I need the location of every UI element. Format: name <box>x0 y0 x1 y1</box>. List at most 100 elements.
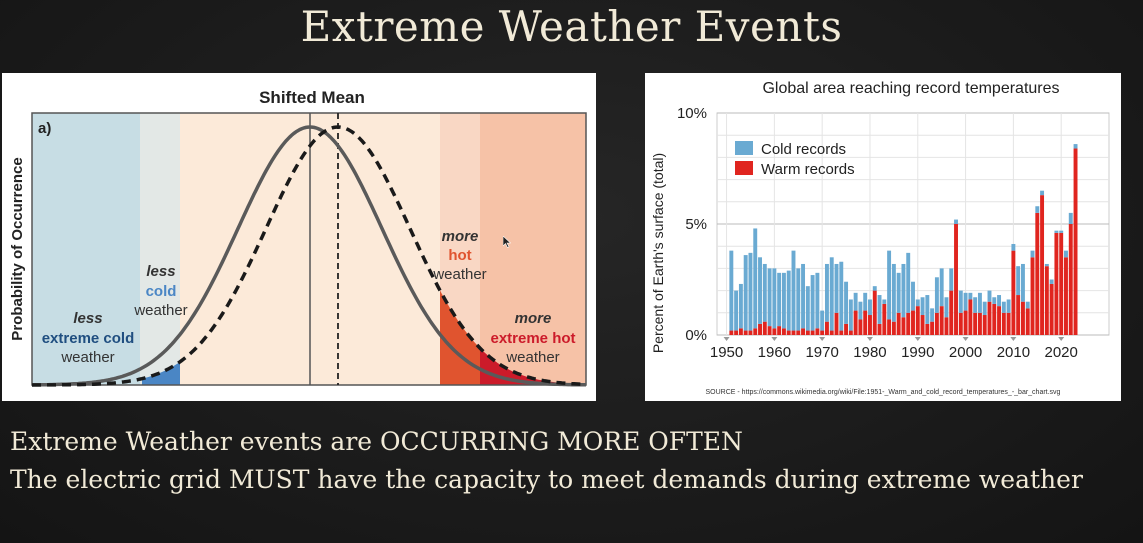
bar-warm-1975 <box>844 323 849 335</box>
mouse-pointer-icon <box>503 236 511 248</box>
bar-cold-1985 <box>891 263 896 322</box>
bar-cold-1955 <box>748 252 753 331</box>
x-tick-mark <box>723 337 730 341</box>
bar-cold-1968 <box>810 275 815 331</box>
bar-warm-1989 <box>911 310 915 335</box>
y-tick-label: 10% <box>677 105 707 122</box>
legend-label-warm: Warm records <box>761 161 855 178</box>
legend-label-cold: Cold records <box>761 141 846 158</box>
bar-cold-1956 <box>753 228 758 329</box>
bar-warm-2016 <box>1040 195 1045 335</box>
bar-cold-2015 <box>1035 206 1040 213</box>
bar-cold-2000 <box>963 292 968 311</box>
bar-warm-1999 <box>958 312 963 335</box>
bar-warm-1985 <box>891 321 896 335</box>
bar-warm-1959 <box>767 326 772 335</box>
bar-cold-1966 <box>801 263 806 329</box>
bar-cold-1954 <box>743 255 748 331</box>
label-less-extreme-cold-3: weather <box>60 349 114 366</box>
label-less-cold-2: cold <box>146 283 177 300</box>
plot-frame <box>31 112 587 386</box>
bar-warm-2022 <box>1068 224 1073 335</box>
bar-warm-2014 <box>1030 257 1035 335</box>
bar-warm-2008 <box>1001 312 1006 335</box>
bar-warm-2002 <box>973 312 978 335</box>
bar-cold-1979 <box>863 292 868 311</box>
bar-warm-1982 <box>877 323 882 335</box>
bar-warm-1973 <box>834 312 839 335</box>
bar-cold-2006 <box>992 297 997 304</box>
bar-cold-1997 <box>949 268 954 291</box>
bar-warm-2001 <box>968 299 973 335</box>
bar-cold-1965 <box>796 268 801 331</box>
bar-cold-2002 <box>973 297 978 313</box>
bar-warm-2017 <box>1044 266 1049 335</box>
x-tick-label: 2020 <box>1045 344 1078 361</box>
bar-warm-2011 <box>1016 295 1021 335</box>
bar-warm-1960 <box>772 328 777 335</box>
bar-cold-2010 <box>1011 243 1016 251</box>
bar-warm-1964 <box>791 330 796 335</box>
label-more-extreme-hot-2: extreme hot <box>490 330 575 347</box>
bar-cold-1980 <box>868 299 872 316</box>
bar-cold-2020 <box>1059 230 1064 233</box>
tick-labels: 0% 5% 10% 1950 1960 1970 1980 1990 2000 2010 2020 <box>677 105 1078 361</box>
bar-cold-1983 <box>882 299 887 304</box>
panel-label: a) <box>38 120 51 137</box>
slide-title: Extreme Weather Events <box>300 2 843 51</box>
bar-warm-1994 <box>934 312 939 335</box>
bar-warm-1993 <box>930 321 935 335</box>
bar-cold-1952 <box>734 290 739 331</box>
bar-warm-1988 <box>906 312 911 335</box>
shifted-distribution-curve <box>32 125 587 387</box>
bar-cold-1981 <box>872 286 877 291</box>
bar-warm-1984 <box>887 319 892 335</box>
label-less-extreme-cold-1: less <box>73 310 102 327</box>
bar-warm-1997 <box>949 290 954 335</box>
y-axis-label: Probability of Occurrence <box>9 157 26 340</box>
label-more-hot-3: weather <box>432 266 486 283</box>
bar-cold-1970 <box>820 310 825 331</box>
bar-warm-1996 <box>944 317 949 335</box>
bar-cold-1993 <box>930 308 935 322</box>
bar-warm-2009 <box>1006 312 1011 335</box>
bar-warm-1983 <box>882 303 887 335</box>
bar-cold-1986 <box>896 272 901 313</box>
bar-warm-1992 <box>925 323 930 335</box>
bar-cold-1951 <box>729 250 734 331</box>
bar-warm-1978 <box>858 319 863 335</box>
bar-warm-2021 <box>1064 257 1068 335</box>
bar-warm-1970 <box>820 330 825 335</box>
record-temperatures-chart: Global area reaching record temperatures… <box>645 73 1121 401</box>
bar-cold-2017 <box>1044 263 1049 267</box>
cold-tail-fill <box>142 361 180 385</box>
bar-cold-1967 <box>805 286 810 331</box>
bar-cold-2022 <box>1068 212 1073 224</box>
bar-cold-2009 <box>1006 299 1011 313</box>
x-tick-label: 1980 <box>853 344 886 361</box>
original-distribution-curve <box>31 125 586 387</box>
bar-warm-1971 <box>824 321 829 335</box>
body-line-2: The electric grid MUST have the capacity… <box>10 465 1083 494</box>
x-tick-label: 1960 <box>758 344 791 361</box>
bar-cold-1987 <box>901 263 906 318</box>
bar-warm-2013 <box>1025 308 1030 335</box>
bar-warm-1980 <box>868 315 872 335</box>
shifted-mean-figure: Shifted Mean a) Probability of Occurrenc… <box>2 73 596 401</box>
bar-cold-1977 <box>853 292 858 311</box>
y-tick-label: 0% <box>685 327 707 344</box>
bar-cold-2014 <box>1030 250 1035 258</box>
bar-cold-1969 <box>815 272 820 329</box>
bar-warm-2010 <box>1011 250 1016 335</box>
bar-warm-1965 <box>796 330 801 335</box>
bar-warm-1991 <box>920 315 925 335</box>
bars <box>729 144 1078 335</box>
bar-warm-1987 <box>901 317 906 335</box>
figure-title: Shifted Mean <box>259 88 365 107</box>
label-more-hot-2: hot <box>448 247 471 264</box>
bar-warm-1998 <box>954 224 958 335</box>
bar-cold-1988 <box>906 252 911 313</box>
extreme-hot-tail-fill <box>480 348 586 385</box>
bar-warm-1952 <box>734 330 739 335</box>
bar-warm-1961 <box>777 326 782 335</box>
